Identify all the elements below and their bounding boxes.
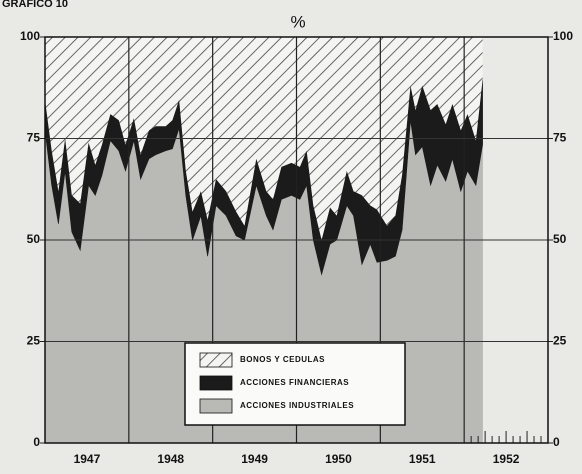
legend-swatch [199,398,233,414]
x-tick-label: 1949 [241,452,268,466]
x-tick-label: 1947 [74,452,101,466]
chart-title: % [290,12,305,31]
x-tick-label: 1952 [493,452,520,466]
legend-label: ACCIONES INDUSTRIALES [240,401,354,410]
legend-label: BONOS Y CEDULAS [240,355,325,364]
legend-swatch [199,352,233,368]
y-tick-label-right: 75 [553,131,567,145]
y-tick-label-right: 25 [553,334,567,348]
y-tick-label: 25 [27,334,41,348]
y-tick-label: 50 [27,232,41,246]
y-tick-label-right: 100 [553,29,573,43]
x-tick-label: 1950 [325,452,352,466]
legend-label: ACCIONES FINANCIERAS [240,378,349,387]
legend-swatch [199,375,233,391]
y-tick-label: 75 [27,131,41,145]
y-tick-label: 0 [33,435,40,449]
y-tick-label-right: 0 [553,435,560,449]
x-tick-label: 1951 [409,452,436,466]
y-tick-label: 100 [20,29,40,43]
plot-frame [44,36,549,444]
y-tick-label-right: 50 [553,232,567,246]
caption: GRÁFICO 10 [2,0,68,10]
x-tick-label: 1948 [157,452,184,466]
